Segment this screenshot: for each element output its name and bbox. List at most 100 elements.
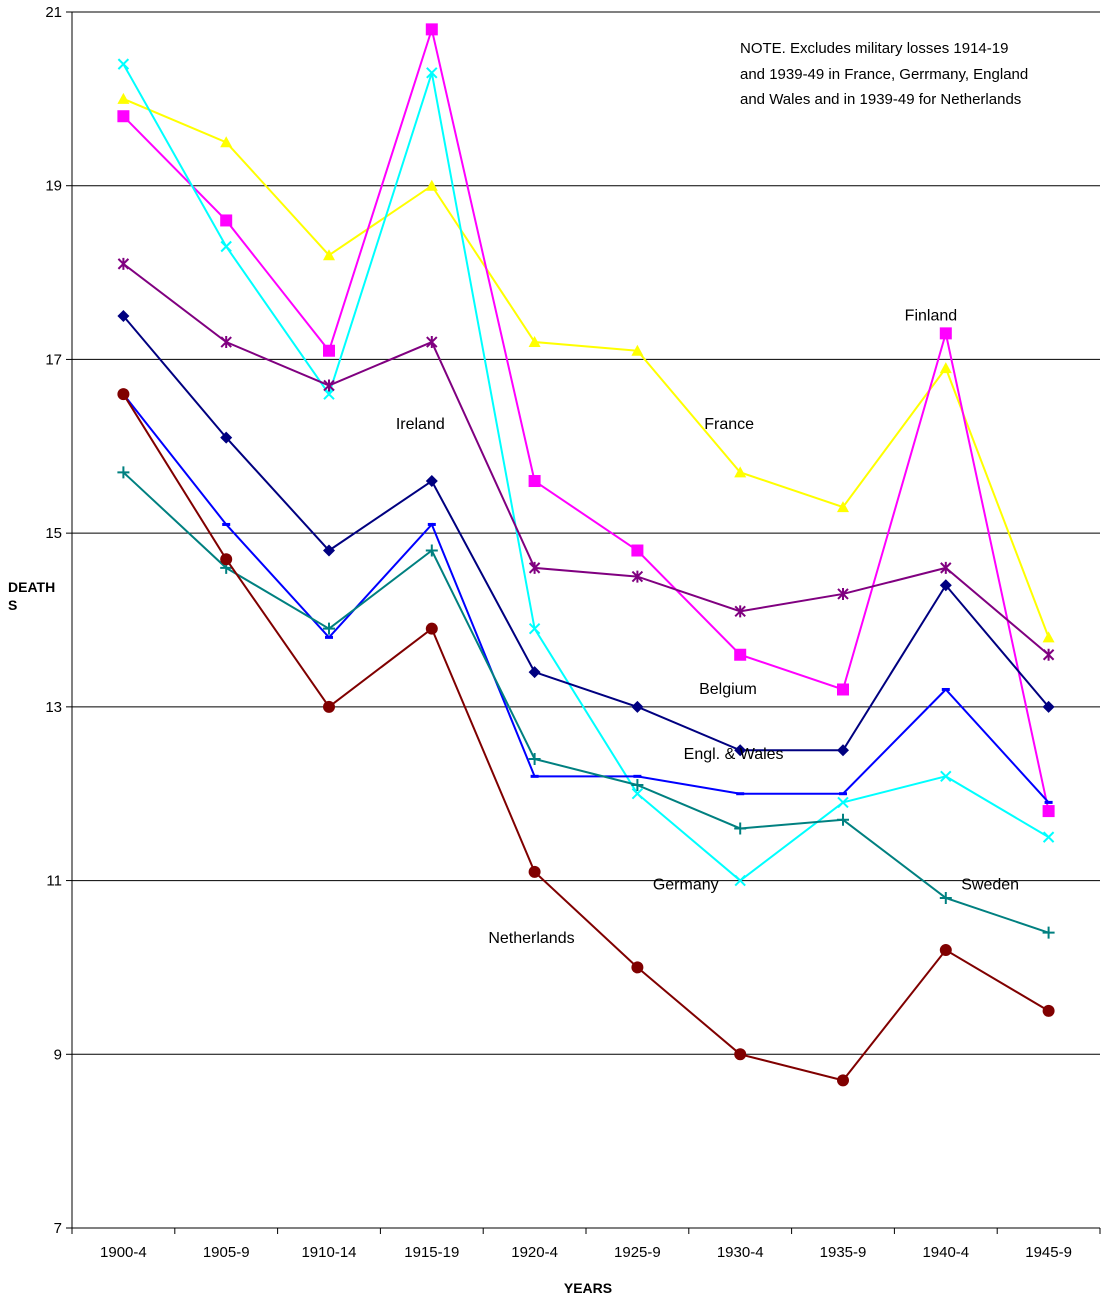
point-netherlands-1945-9 <box>1042 1004 1055 1017</box>
series-label-germany: Germany <box>653 876 719 893</box>
series-line-ireland <box>122 263 1050 656</box>
series-belgium <box>117 310 1055 757</box>
point-belgium-1935-9 <box>837 744 849 757</box>
series-engl-wales <box>119 392 1053 804</box>
point-belgium-1930-4 <box>734 744 747 757</box>
point-netherlands-1930-4 <box>734 1048 747 1061</box>
point-germany-1925-9 <box>631 788 644 800</box>
axes <box>66 11 1101 1234</box>
point-engl-wales-1935-9 <box>839 792 847 796</box>
point-finland-1945-9 <box>1042 805 1055 818</box>
point-engl-wales-1925-9 <box>633 774 642 778</box>
point-netherlands-1940-4 <box>939 944 952 957</box>
series-line-germany <box>122 63 1050 882</box>
series-ireland <box>117 257 1055 661</box>
note-line-1: NOTE. Excludes military losses 1914-19 <box>740 40 1008 57</box>
point-netherlands-1900-4 <box>117 388 130 401</box>
point-netherlands-1925-9 <box>631 961 644 974</box>
point-france-1935-9 <box>837 501 849 513</box>
series-labels: Finland France Ireland Belgium Engl. & Wales… <box>396 307 1019 947</box>
series-label-engl-wales: Engl. & Wales <box>684 746 784 763</box>
y-tick-label-15: 15 <box>45 525 62 542</box>
point-ireland-1925-9 <box>631 570 644 583</box>
x-tick-label-1940-4: 1940-4 <box>922 1244 969 1261</box>
series-group <box>117 23 1055 1087</box>
grid-lines <box>72 11 1100 1055</box>
x-tick-label-1935-9: 1935-9 <box>820 1244 867 1261</box>
point-engl-wales-1930-4 <box>736 792 745 796</box>
point-germany-1900-4 <box>117 58 130 70</box>
point-france-1905-9 <box>220 136 233 148</box>
x-tick-labels: 1900-4 1905-9 1910-14 1915-19 1920-4 1925-9 19… <box>100 1244 1072 1261</box>
point-sweden-1925-9 <box>631 779 644 792</box>
point-sweden-1940-4 <box>939 891 952 904</box>
point-netherlands-1935-9 <box>837 1074 849 1087</box>
y-tick-label-11: 11 <box>46 873 62 890</box>
point-finland-1925-9 <box>631 544 644 557</box>
point-sweden-1930-4 <box>734 822 747 835</box>
y-tick-label-17: 17 <box>45 351 62 368</box>
x-tick-label-1930-4: 1930-4 <box>717 1244 764 1261</box>
point-germany-1905-9 <box>220 240 232 253</box>
series-line-netherlands <box>122 393 1050 1082</box>
note-line-3: and Wales and in 1939-49 for Netherlands <box>740 91 1021 108</box>
point-ireland-1930-4 <box>734 605 746 618</box>
series-line-france <box>123 97 1050 638</box>
y-tick-label-13: 13 <box>45 699 62 716</box>
point-engl-wales-1945-9 <box>1044 800 1053 804</box>
point-germany-1945-9 <box>1042 831 1055 843</box>
point-finland-1905-9 <box>220 214 233 227</box>
point-engl-wales-1920-4 <box>530 774 539 778</box>
x-tick-label-1915-19: 1915-19 <box>404 1244 459 1261</box>
y-axis-title-line-2: S <box>8 597 17 613</box>
point-engl-wales-1905-9 <box>222 522 231 526</box>
y-tick-label-19: 19 <box>45 178 62 195</box>
point-finland-1930-4 <box>734 648 747 661</box>
point-belgium-1900-4 <box>117 310 130 322</box>
x-tick-label-1900-4: 1900-4 <box>100 1244 147 1261</box>
series-line-engl-wales <box>122 393 1050 804</box>
point-belgium-1905-9 <box>220 431 233 444</box>
point-belgium-1945-9 <box>1042 700 1055 713</box>
point-germany-1930-4 <box>734 874 746 887</box>
series-label-ireland: Ireland <box>396 416 445 433</box>
point-sweden-1910-14 <box>323 622 335 635</box>
point-ireland-1920-4 <box>528 561 541 574</box>
series-label-france: France <box>704 416 754 433</box>
series-line-finland <box>122 25 1050 812</box>
point-france-1910-14 <box>323 249 335 261</box>
point-sweden-1945-9 <box>1042 926 1055 939</box>
point-finland-1900-4 <box>117 110 130 123</box>
point-france-1925-9 <box>631 344 644 356</box>
series-line-belgium <box>122 315 1050 752</box>
y-tick-label-7: 7 <box>54 1220 62 1237</box>
series-germany <box>117 58 1055 887</box>
point-ireland-1945-9 <box>1042 648 1055 661</box>
point-sweden-1920-4 <box>528 752 541 765</box>
point-france-1900-4 <box>117 92 130 104</box>
point-engl-wales-1910-14 <box>325 635 333 639</box>
point-finland-1935-9 <box>837 683 849 696</box>
note-annotation: NOTE. Excludes military losses 1914-19 a… <box>740 40 1028 108</box>
point-germany-1910-14 <box>323 388 335 400</box>
series-france <box>117 92 1055 643</box>
y-axis-title-line-1: DEATH <box>8 579 55 595</box>
x-tick-label-1905-9: 1905-9 <box>203 1244 250 1261</box>
point-france-1920-4 <box>528 336 541 348</box>
point-finland-1915-19 <box>425 23 438 36</box>
x-tick-label-1910-14: 1910-14 <box>301 1244 356 1261</box>
series-line-sweden <box>122 471 1049 934</box>
point-finland-1940-4 <box>939 327 952 340</box>
point-netherlands-1910-14 <box>323 700 335 713</box>
series-label-netherlands: Netherlands <box>488 930 574 947</box>
x-tick-label-1925-9: 1925-9 <box>614 1244 661 1261</box>
point-belgium-1925-9 <box>631 700 644 713</box>
point-engl-wales-1940-4 <box>941 687 950 691</box>
point-ireland-1900-4 <box>117 257 130 270</box>
point-germany-1920-4 <box>528 622 541 635</box>
point-finland-1920-4 <box>528 475 541 488</box>
point-finland-1910-14 <box>323 344 335 357</box>
x-tick-label-1945-9: 1945-9 <box>1025 1244 1072 1261</box>
series-sweden <box>117 466 1055 939</box>
